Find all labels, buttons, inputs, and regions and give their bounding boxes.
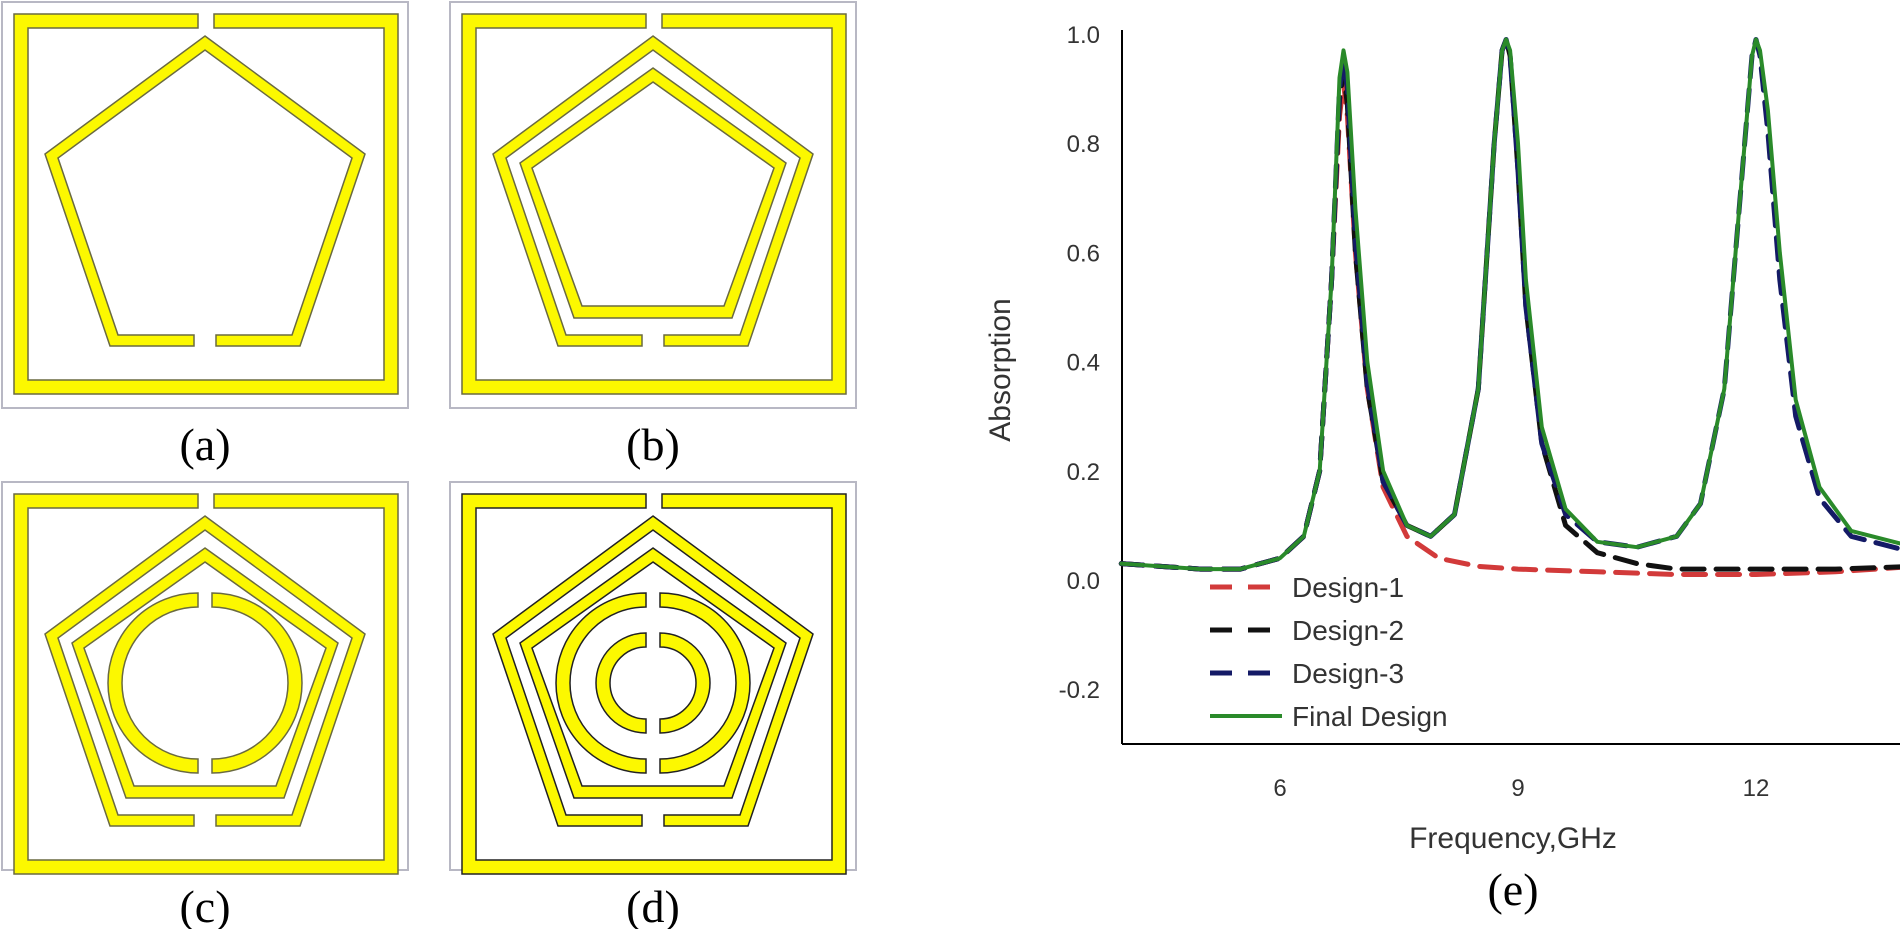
panel-a-label: (a) xyxy=(179,419,230,470)
outer-split-ring xyxy=(13,13,399,395)
y-tick-label: 0.0 xyxy=(1067,568,1100,595)
panel-d-label: (d) xyxy=(626,881,680,929)
split-circle-ring-inner-right xyxy=(659,632,711,734)
split-circle-ring-outer-right xyxy=(659,592,751,774)
x-tick-label: 12 xyxy=(1743,775,1770,802)
y-axis-label: Absorption xyxy=(984,298,1017,441)
panel-c-label: (c) xyxy=(179,881,230,929)
y-tick-label: 0.6 xyxy=(1067,240,1100,267)
legend-label: Final Design xyxy=(1292,701,1448,732)
absorption-chart: -0.20.00.20.40.60.81.0 6 9 12 Design-1Desi… xyxy=(984,22,1900,915)
split-circle-ring-inner-left xyxy=(595,632,647,734)
outer-split-ring xyxy=(13,493,399,875)
panel-d: (d) xyxy=(449,481,857,929)
series-lines xyxy=(1118,37,1900,577)
y-tick-label: 0.4 xyxy=(1067,350,1100,377)
legend-label: Design-1 xyxy=(1292,572,1404,603)
split-circle-ring-outer-left xyxy=(555,592,647,774)
series-final-design xyxy=(1119,37,1900,572)
split-circle-ring-right xyxy=(211,592,303,774)
outer-split-ring xyxy=(461,493,847,875)
panel-b-label: (b) xyxy=(626,419,680,470)
y-tick-label: -0.2 xyxy=(1059,677,1100,704)
pentagon-ring-outer xyxy=(492,35,814,347)
series-design-3 xyxy=(1118,37,1900,572)
pentagon-ring-inner xyxy=(519,67,787,319)
x-tick-labels: 6 9 12 xyxy=(1273,775,1769,802)
series-design-1 xyxy=(1118,80,1900,577)
y-tick-label: 1.0 xyxy=(1067,22,1100,49)
panel-b: (b) xyxy=(449,1,857,470)
outer-split-ring xyxy=(461,13,847,395)
pentagon-ring-inner xyxy=(71,547,339,799)
x-axis-label: Frequency,GHz xyxy=(1409,822,1617,855)
pentagon-ring-outer xyxy=(44,515,366,827)
panel-c: (c) xyxy=(1,481,409,929)
pentagon-ring-outer xyxy=(492,515,814,827)
pentagon-ring-inner xyxy=(519,547,787,799)
split-circle-ring-left xyxy=(107,592,199,774)
pentagon-ring-outer xyxy=(44,35,366,347)
y-tick-labels: -0.2 0.0 0.2 0.4 0.6 0.8 1.0 xyxy=(1059,22,1100,704)
legend-label: Design-2 xyxy=(1292,615,1404,646)
legend-label: Design-3 xyxy=(1292,658,1404,689)
panel-e-label: (e) xyxy=(1487,864,1538,915)
y-tick-label: 0.8 xyxy=(1067,131,1100,158)
panel-a: (a) xyxy=(1,1,409,470)
x-tick-label: 6 xyxy=(1273,775,1286,802)
legend: Design-1 Design-2 Design-3 Final Design xyxy=(1210,572,1448,732)
x-tick-label: 9 xyxy=(1511,775,1524,802)
y-tick-label: 0.2 xyxy=(1067,459,1100,486)
